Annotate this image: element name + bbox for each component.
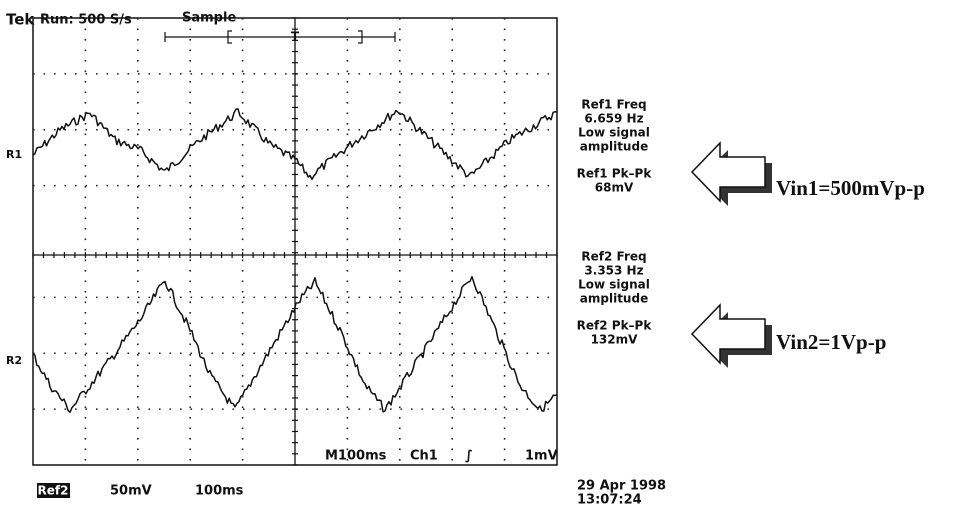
pkpk-label: Ref2 Pk–Pk <box>577 319 653 333</box>
graticule <box>33 18 557 465</box>
ch1-marker: R1 <box>6 148 22 161</box>
clock: 13:07:24 <box>577 493 642 508</box>
arrow-1 <box>692 143 772 206</box>
ref-label: Ref2 <box>38 484 69 498</box>
freq: 6.659 Hz <box>584 112 643 126</box>
brand: Tek <box>6 11 35 29</box>
date: 29 Apr 1998 <box>577 479 666 494</box>
volts-div: 50mV <box>110 484 152 499</box>
note: Low signal <box>578 126 650 140</box>
freq-label: Ref1 Freq <box>581 98 646 112</box>
trigger-bar <box>165 31 395 43</box>
ref1-readout: Ref1 Freq 6.659 Hz Low signal amplitude … <box>577 98 653 195</box>
ch2-marker: R2 <box>6 354 22 367</box>
freq: 3.353 Hz <box>584 264 643 278</box>
ref2-readout: Ref2 Freq 3.353 Hz Low signal amplitude … <box>577 250 653 347</box>
freq-label: Ref2 Freq <box>581 250 646 264</box>
pkpk: 68mV <box>595 181 634 195</box>
arrow-2 <box>692 305 772 368</box>
trigger-source: Ch1 <box>410 449 438 464</box>
pkpk: 132mV <box>591 333 639 347</box>
note: amplitude <box>580 292 648 306</box>
note: Low signal <box>578 278 650 292</box>
trigger-level: 1mV <box>525 449 558 464</box>
vin-annotation: Vin2=1Vp-p <box>776 330 886 354</box>
time-div: 100ms <box>195 484 244 499</box>
scope-screen: Tek Run: 500 S/s Sample T R1 R2 Ref1 Fre… <box>0 0 974 510</box>
note: amplitude <box>580 140 648 154</box>
vin-annotation: Vin1=500mVp-p <box>776 176 925 200</box>
trigger-slope: ∫ <box>465 449 473 464</box>
run-rate: Run: 500 S/s <box>40 13 132 28</box>
timebase: M100ms <box>325 449 387 464</box>
pkpk-label: Ref1 Pk–Pk <box>577 167 653 181</box>
